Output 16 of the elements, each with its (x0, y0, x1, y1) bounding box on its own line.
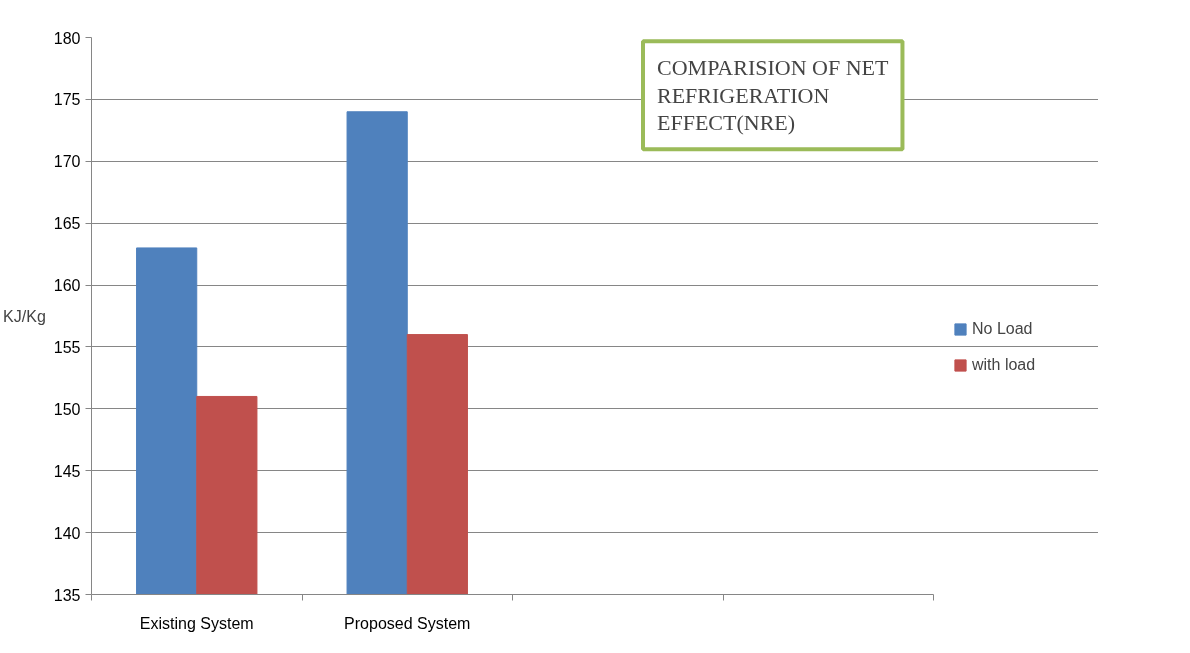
y-tick-label: 145 (53, 462, 81, 480)
y-axis-title: KJ/Kg (3, 307, 46, 325)
text: COMPARISION OF NET REFRIGERATION EFFECT(NRE) (657, 55, 890, 136)
x-tick-label: Existing System (139, 614, 254, 632)
y-tick-label: 135 (53, 586, 81, 604)
y-tick-label: 150 (53, 400, 81, 418)
y-tick-label: 140 (53, 524, 81, 542)
legend-label: with load (972, 356, 1036, 374)
y-tick-label: 170 (53, 153, 81, 171)
y-tick-label: 180 (53, 29, 81, 47)
y-tick-label: 160 (53, 277, 81, 295)
y-tick-label: 175 (53, 91, 81, 109)
y-tick-label: 155 (53, 338, 81, 356)
y-tick-label: 165 (53, 215, 81, 233)
legend-label: No Load (972, 320, 1033, 338)
x-tick-label: Proposed System (344, 614, 471, 632)
